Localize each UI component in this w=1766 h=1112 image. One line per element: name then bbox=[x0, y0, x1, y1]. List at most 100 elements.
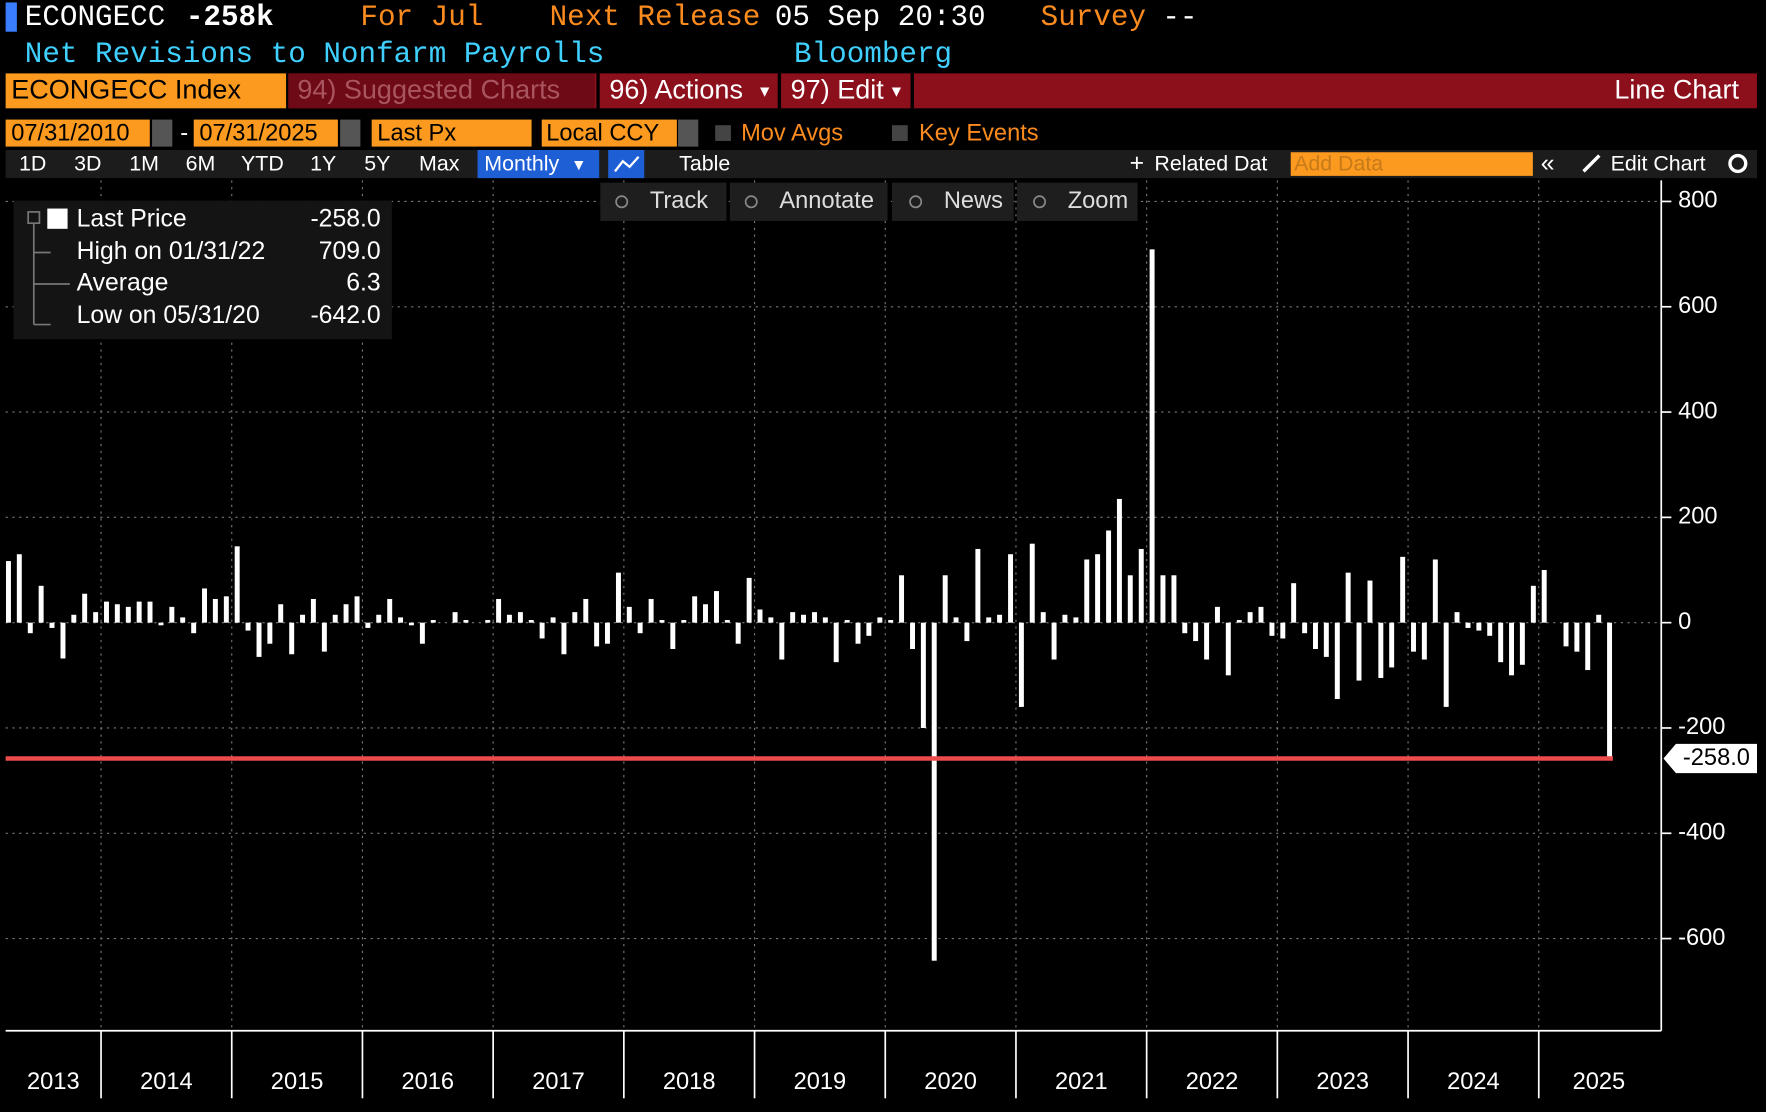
bar bbox=[648, 598, 654, 623]
checkbox[interactable] bbox=[892, 125, 908, 141]
last-price-flag bbox=[1663, 743, 1757, 774]
calendar-icon[interactable] bbox=[152, 119, 173, 147]
period-button[interactable]: 1M bbox=[129, 151, 159, 175]
bar bbox=[49, 622, 55, 628]
x-tick-label: 2025 bbox=[1573, 1069, 1626, 1095]
bar bbox=[1411, 622, 1416, 652]
security-field[interactable] bbox=[5, 73, 287, 109]
bar bbox=[104, 601, 109, 623]
bar bbox=[920, 622, 926, 728]
tool-label: News bbox=[944, 188, 1003, 214]
field-dropdown[interactable] bbox=[371, 119, 532, 147]
y-tick-label: 600 bbox=[1678, 293, 1717, 319]
field: Last Px bbox=[377, 120, 456, 146]
frequency-button[interactable] bbox=[477, 149, 600, 179]
bar bbox=[1258, 606, 1264, 623]
bar bbox=[278, 604, 284, 623]
bar bbox=[975, 548, 981, 623]
bar bbox=[1596, 614, 1602, 623]
calendar-icon[interactable] bbox=[340, 119, 361, 147]
add-data: Add Data bbox=[1294, 151, 1383, 175]
bar bbox=[1214, 606, 1220, 623]
bar bbox=[1367, 580, 1373, 623]
bar bbox=[931, 622, 937, 961]
bar bbox=[343, 604, 349, 623]
bar bbox=[496, 598, 502, 623]
bar bbox=[877, 617, 883, 623]
period: For Jul bbox=[360, 1, 483, 34]
bar bbox=[1095, 554, 1101, 623]
bar bbox=[1400, 556, 1406, 623]
x-tick-label: 2024 bbox=[1447, 1069, 1500, 1095]
legend-box bbox=[13, 200, 392, 340]
bar bbox=[310, 598, 316, 623]
bar bbox=[60, 622, 66, 659]
period-button[interactable]: 1Y bbox=[310, 151, 336, 175]
add-data-field[interactable] bbox=[1290, 152, 1533, 176]
bar bbox=[1171, 575, 1177, 623]
bar bbox=[1182, 622, 1188, 634]
x-tick-label: 2014 bbox=[140, 1069, 193, 1095]
suggested-button[interactable] bbox=[288, 73, 595, 109]
start-date-field[interactable] bbox=[5, 119, 150, 147]
bar bbox=[289, 622, 295, 655]
bar bbox=[1302, 622, 1308, 634]
edit-button[interactable]: 97) Edit bbox=[791, 75, 885, 105]
currency-dropdown[interactable] bbox=[541, 119, 677, 147]
dropdown-arrow: ▼ bbox=[757, 84, 773, 101]
period-button[interactable]: 1D bbox=[19, 151, 46, 175]
bar bbox=[757, 609, 763, 623]
period-button[interactable]: 5Y bbox=[364, 151, 390, 175]
bar bbox=[833, 622, 839, 663]
table-button[interactable]: Table bbox=[679, 151, 730, 175]
tool-button[interactable] bbox=[600, 182, 727, 221]
bar bbox=[332, 614, 338, 623]
actions-button[interactable]: 96) Actions bbox=[609, 75, 743, 105]
bar bbox=[1084, 559, 1090, 623]
plus-icon: + bbox=[1130, 150, 1144, 177]
legend-value: -258.0 bbox=[310, 205, 380, 232]
period-button[interactable]: 3D bbox=[74, 151, 101, 175]
end-date-field[interactable] bbox=[193, 119, 338, 147]
bar bbox=[136, 601, 142, 623]
period-button[interactable]: 6M bbox=[186, 151, 216, 175]
checkbox[interactable] bbox=[715, 125, 731, 141]
dropdown-arrow[interactable] bbox=[678, 119, 699, 147]
bar bbox=[1193, 622, 1199, 642]
edit-chart[interactable]: Edit Chart bbox=[1611, 151, 1706, 175]
period-button[interactable]: YTD bbox=[241, 151, 284, 175]
bar bbox=[27, 622, 33, 634]
settings-icon[interactable] bbox=[1728, 153, 1748, 174]
tool-button[interactable] bbox=[1017, 182, 1138, 221]
bar bbox=[1247, 612, 1253, 623]
bar bbox=[692, 596, 698, 623]
related-data[interactable]: Related Dat bbox=[1154, 151, 1267, 175]
bar bbox=[125, 606, 131, 623]
period-button[interactable]: Max bbox=[419, 151, 460, 175]
bar bbox=[1574, 622, 1580, 652]
end-date: 07/31/2025 bbox=[199, 120, 317, 146]
bar bbox=[419, 622, 425, 644]
bar bbox=[594, 622, 600, 647]
bar bbox=[114, 604, 120, 623]
collapse-icon[interactable]: « bbox=[1541, 150, 1555, 177]
bar bbox=[93, 612, 99, 623]
bar bbox=[5, 561, 11, 623]
survey: -- bbox=[1162, 1, 1197, 34]
bar bbox=[953, 617, 959, 623]
bar bbox=[256, 622, 262, 657]
x-tick-label: 2023 bbox=[1316, 1069, 1369, 1095]
bar bbox=[888, 620, 894, 623]
dropdown-arrow: ▼ bbox=[571, 157, 587, 174]
bar bbox=[844, 620, 850, 623]
bar bbox=[71, 614, 77, 623]
bar bbox=[812, 612, 817, 623]
tool-icon bbox=[1033, 195, 1047, 209]
bar bbox=[1498, 622, 1504, 663]
bar bbox=[735, 622, 741, 644]
bar bbox=[1421, 622, 1427, 660]
bar bbox=[1051, 622, 1057, 660]
tool-icon bbox=[744, 195, 758, 209]
tool-button[interactable] bbox=[892, 182, 1014, 221]
header-marker bbox=[5, 2, 17, 32]
